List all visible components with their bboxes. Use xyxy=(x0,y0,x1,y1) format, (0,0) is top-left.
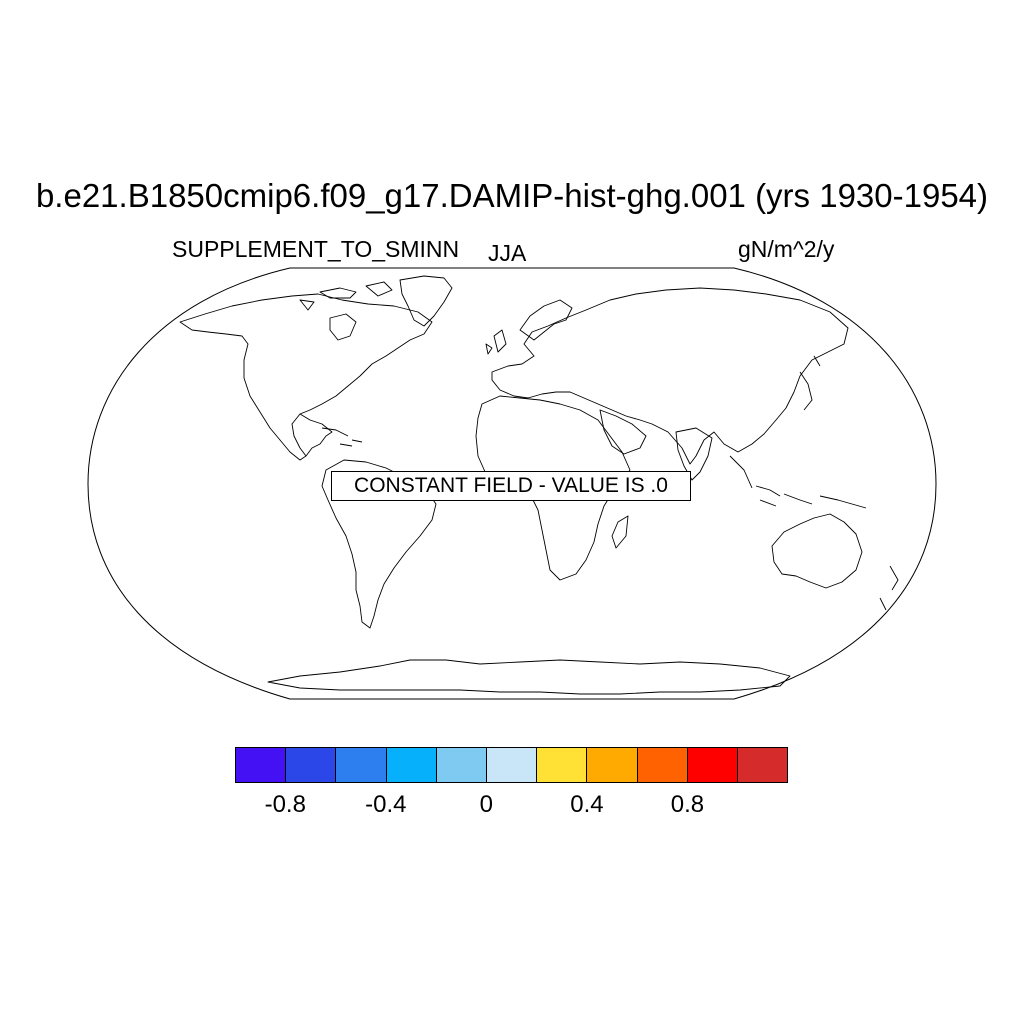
colorbar-box-8 xyxy=(637,748,688,782)
colorbar-box-0 xyxy=(236,748,287,782)
colorbar-tick-label: 0 xyxy=(479,791,494,818)
units-label: gN/m^2/y xyxy=(738,236,835,262)
coast-indonesia xyxy=(729,455,867,509)
coast-caribbean xyxy=(321,427,363,447)
colorbar-tick-label: -0.8 xyxy=(264,791,306,818)
coast-central-america xyxy=(299,413,333,457)
coast-eurasia xyxy=(491,287,849,465)
colorbar-box-9 xyxy=(687,748,738,782)
colorbar-box-2 xyxy=(336,748,387,782)
coast-arctic-islands xyxy=(299,281,393,311)
plot-title: b.e21.B1850cmip6.f09_g17.DAMIP-hist-ghg.… xyxy=(35,177,989,214)
coast-india xyxy=(675,427,713,481)
coast-arabia xyxy=(599,409,647,455)
colorbar-box-4 xyxy=(436,748,487,782)
colorbar-labels: -0.8 -0.4 0 0.4 0.8 xyxy=(235,788,788,822)
colorbar-box-6 xyxy=(537,748,588,782)
coast-british-isles xyxy=(485,329,507,355)
colorbar-tick-label: 0.4 xyxy=(570,791,604,818)
season-label: JJA xyxy=(488,240,527,266)
colorbar-box-3 xyxy=(386,748,437,782)
colorbar-tick-label: -0.4 xyxy=(365,791,407,818)
colorbar-box-7 xyxy=(587,748,638,782)
map-boundary xyxy=(87,267,937,700)
coast-hudson-bay xyxy=(329,313,357,341)
coast-scandinavia xyxy=(519,299,573,341)
coast-madagascar xyxy=(611,515,629,549)
coast-australia xyxy=(771,513,863,589)
colorbar-box-1 xyxy=(286,748,337,782)
coast-greenland xyxy=(399,275,453,327)
coast-antarctica xyxy=(267,659,791,695)
coast-new-zealand xyxy=(879,565,899,611)
variable-name: SUPPLEMENT_TO_SMINN xyxy=(172,236,460,262)
coast-north-america xyxy=(179,293,433,461)
constant-field-notice: CONSTANT FIELD - VALUE IS .0 xyxy=(331,471,691,501)
coast-japan xyxy=(799,355,821,411)
colorbar-tick-label: 0.8 xyxy=(670,791,705,818)
colorbar-box-5 xyxy=(486,748,538,782)
colorbar xyxy=(235,747,788,783)
colorbar-box-10 xyxy=(737,748,788,782)
